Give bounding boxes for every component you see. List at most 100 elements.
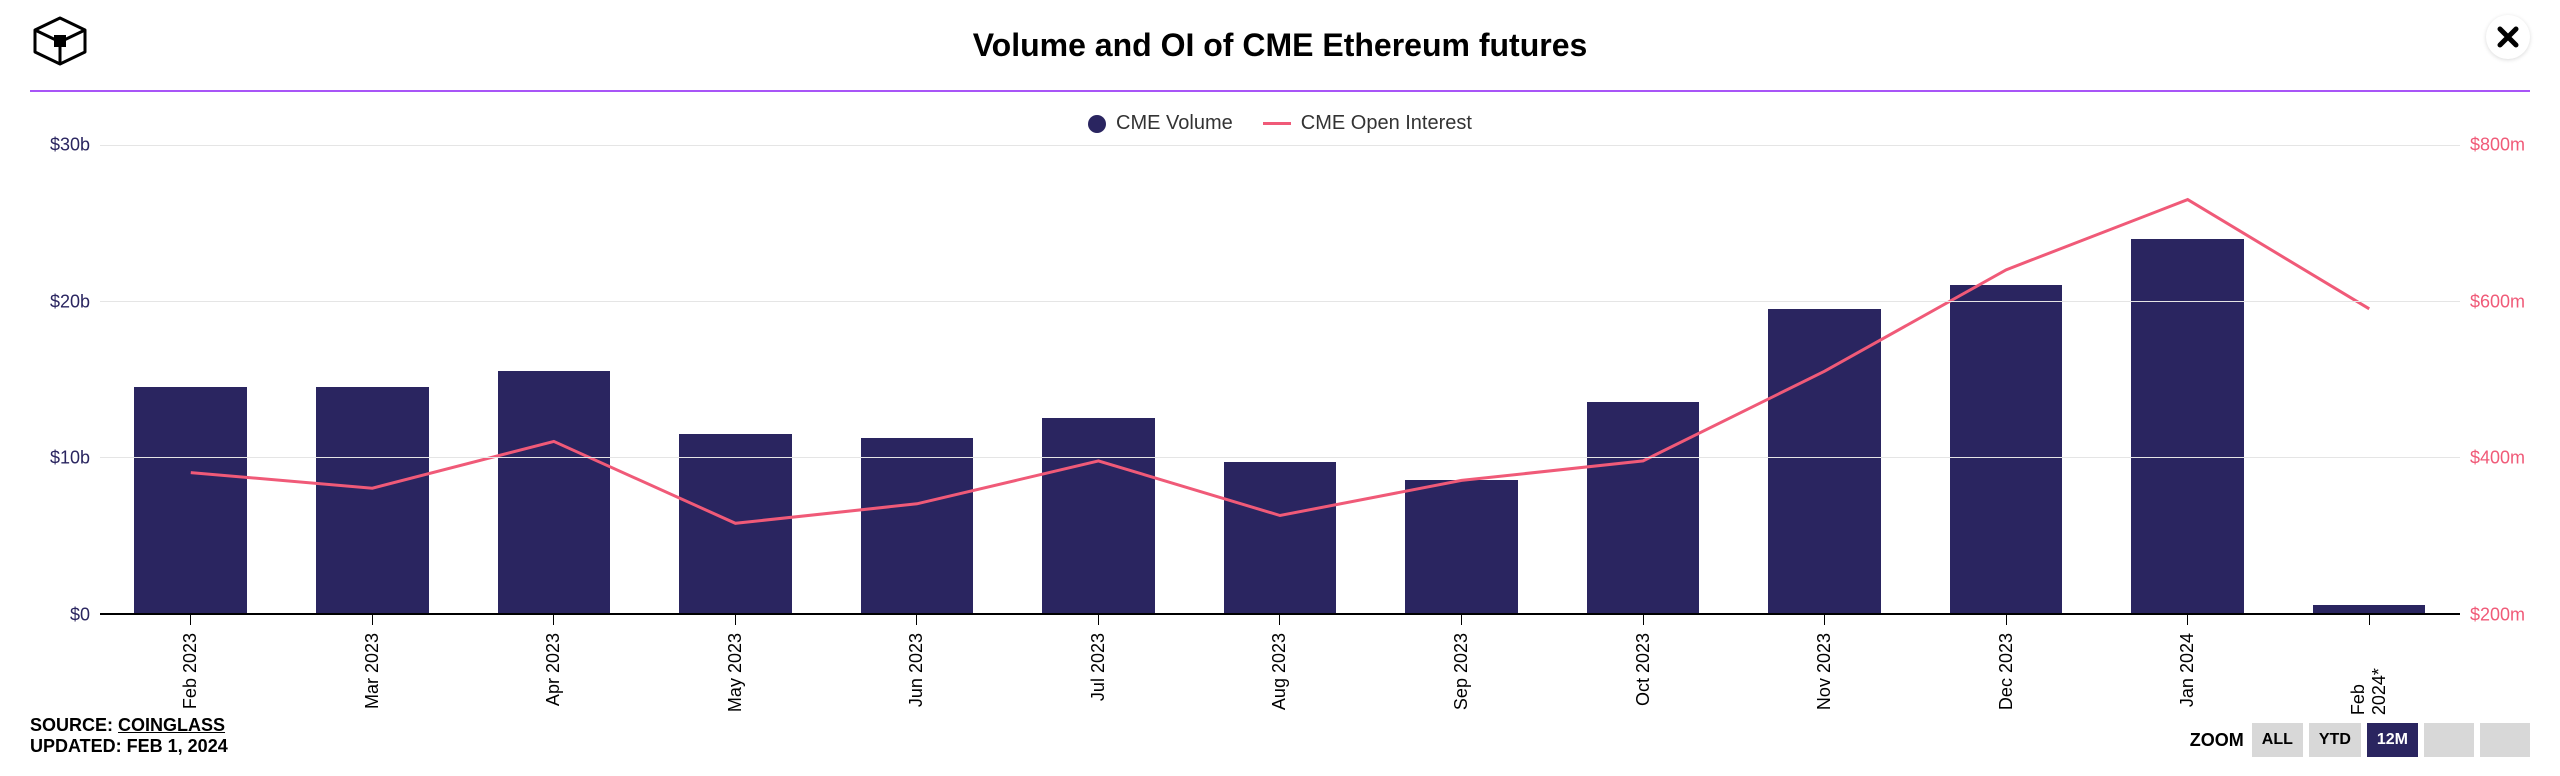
x-tick: Sep 2023 bbox=[1371, 615, 1553, 715]
x-tick-label: Feb 2024* bbox=[2348, 633, 2390, 715]
grid-line bbox=[100, 457, 2460, 458]
source-line: SOURCE: COINGLASS bbox=[30, 715, 2530, 736]
zoom-label: ZOOM bbox=[2190, 730, 2244, 751]
bar bbox=[1587, 402, 1700, 613]
source-label: SOURCE: bbox=[30, 715, 118, 735]
bar bbox=[134, 387, 247, 613]
bar bbox=[316, 387, 429, 613]
x-axis: Feb 2023 Mar 2023 Apr 2023 May 2023 Jun 2023… bbox=[100, 615, 2460, 715]
zoom-buttons: ALLYTD12M bbox=[2252, 723, 2530, 757]
x-tick-mark bbox=[553, 615, 554, 625]
x-tick-mark bbox=[916, 615, 917, 625]
y-left-tick-label: $10b bbox=[50, 448, 90, 469]
bar-slot bbox=[645, 145, 827, 613]
x-tick: Feb 2023 bbox=[100, 615, 282, 715]
chart-area: $0$10b$20b$30b $200m$400m$600m$800m bbox=[30, 145, 2530, 615]
x-tick: Jun 2023 bbox=[826, 615, 1008, 715]
header-divider bbox=[30, 90, 2530, 92]
x-tick-mark bbox=[1824, 615, 1825, 625]
x-tick: Aug 2023 bbox=[1189, 615, 1371, 715]
x-tick-mark bbox=[1643, 615, 1644, 625]
close-button[interactable] bbox=[2486, 15, 2530, 59]
zoom-controls: ZOOM ALLYTD12M bbox=[2190, 723, 2530, 757]
x-tick-label: May 2023 bbox=[725, 633, 746, 712]
bar-slot bbox=[1189, 145, 1371, 613]
y-left-tick-label: $30b bbox=[50, 135, 90, 156]
x-tick: Dec 2023 bbox=[1915, 615, 2097, 715]
legend-item-oi: CME Open Interest bbox=[1263, 112, 1472, 135]
x-tick-mark bbox=[1279, 615, 1280, 625]
zoom-button-12m[interactable]: 12M bbox=[2367, 723, 2418, 757]
bar-slot bbox=[2278, 145, 2460, 613]
bar-slot bbox=[1915, 145, 2097, 613]
bar-slot bbox=[463, 145, 645, 613]
x-tick: Oct 2023 bbox=[1552, 615, 1734, 715]
x-tick-mark bbox=[2187, 615, 2188, 625]
bar-slot bbox=[282, 145, 464, 613]
x-tick-label: Mar 2023 bbox=[362, 633, 383, 709]
bar bbox=[1405, 480, 1518, 613]
bar bbox=[498, 371, 611, 613]
bar-slot bbox=[1552, 145, 1734, 613]
y-right-tick-label: $800m bbox=[2470, 135, 2525, 156]
y-left-tick-label: $20b bbox=[50, 291, 90, 312]
x-tick-mark bbox=[372, 615, 373, 625]
bar-slot bbox=[2097, 145, 2279, 613]
x-tick: Jul 2023 bbox=[1008, 615, 1190, 715]
bar-swatch-icon bbox=[1088, 115, 1106, 133]
x-tick-mark bbox=[735, 615, 736, 625]
x-tick: Apr 2023 bbox=[463, 615, 645, 715]
zoom-button-blank[interactable] bbox=[2424, 723, 2474, 757]
chart-header: Volume and OI of CME Ethereum futures bbox=[30, 10, 2530, 80]
bar bbox=[1224, 462, 1337, 613]
x-tick-mark bbox=[1098, 615, 1099, 625]
logo-icon bbox=[30, 15, 90, 72]
x-tick-label: Jul 2023 bbox=[1088, 633, 1109, 701]
grid-line bbox=[100, 301, 2460, 302]
source-link[interactable]: COINGLASS bbox=[118, 715, 225, 735]
x-tick: Jan 2024 bbox=[2097, 615, 2279, 715]
x-tick-label: Jan 2024 bbox=[2177, 633, 2198, 707]
y-right-tick-label: $200m bbox=[2470, 605, 2525, 626]
bar bbox=[679, 434, 792, 613]
x-tick-label: Jun 2023 bbox=[906, 633, 927, 707]
x-tick-mark bbox=[1461, 615, 1462, 625]
chart-footer: SOURCE: COINGLASS UPDATED: FEB 1, 2024 Z… bbox=[30, 715, 2530, 757]
x-tick-label: Aug 2023 bbox=[1269, 633, 1290, 710]
x-tick: Mar 2023 bbox=[282, 615, 464, 715]
x-tick: Feb 2024* bbox=[2278, 615, 2460, 715]
x-tick-mark bbox=[190, 615, 191, 625]
chart-title: Volume and OI of CME Ethereum futures bbox=[30, 27, 2530, 64]
bars-container bbox=[100, 145, 2460, 613]
bar bbox=[1950, 285, 2063, 613]
bar bbox=[861, 438, 974, 613]
bar-slot bbox=[1734, 145, 1916, 613]
zoom-button-ytd[interactable]: YTD bbox=[2309, 723, 2361, 757]
legend-item-volume: CME Volume bbox=[1088, 112, 1233, 135]
bar bbox=[2131, 239, 2244, 613]
y-axis-left: $0$10b$20b$30b bbox=[30, 145, 100, 615]
x-tick: Nov 2023 bbox=[1734, 615, 1916, 715]
bar-slot bbox=[1371, 145, 1553, 613]
x-tick-label: Oct 2023 bbox=[1633, 633, 1654, 706]
x-tick-label: Nov 2023 bbox=[1814, 633, 1835, 710]
y-right-tick-label: $400m bbox=[2470, 448, 2525, 469]
zoom-button-blank[interactable] bbox=[2480, 723, 2530, 757]
updated-label: UPDATED: FEB 1, 2024 bbox=[30, 736, 2530, 757]
x-tick: May 2023 bbox=[645, 615, 827, 715]
bar-slot bbox=[100, 145, 282, 613]
bar-slot bbox=[826, 145, 1008, 613]
y-right-tick-label: $600m bbox=[2470, 291, 2525, 312]
x-tick-mark bbox=[2369, 615, 2370, 625]
legend-bar-label: CME Volume bbox=[1116, 112, 1233, 135]
x-tick-mark bbox=[2006, 615, 2007, 625]
bar bbox=[1768, 309, 1881, 613]
chart-legend: CME Volume CME Open Interest bbox=[30, 112, 2530, 135]
x-tick-label: Feb 2023 bbox=[180, 633, 201, 709]
x-tick-label: Apr 2023 bbox=[543, 633, 564, 706]
x-tick-label: Dec 2023 bbox=[1996, 633, 2017, 710]
plot-area bbox=[100, 145, 2460, 615]
y-left-tick-label: $0 bbox=[70, 605, 90, 626]
zoom-button-all[interactable]: ALL bbox=[2252, 723, 2303, 757]
legend-line-label: CME Open Interest bbox=[1301, 112, 1472, 135]
